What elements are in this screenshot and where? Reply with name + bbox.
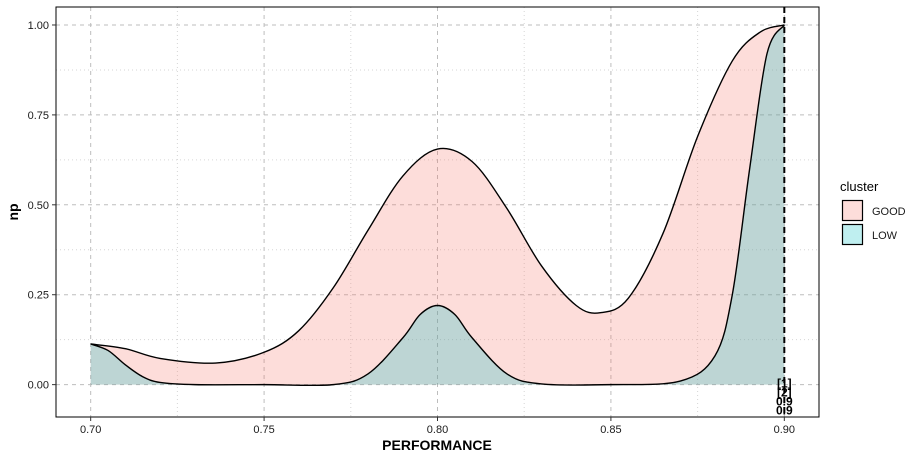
y-axis: 0.00 0.25 0.50 0.75 1.00 [28, 20, 56, 392]
legend-key-low [841, 223, 864, 246]
grid-layer [56, 7, 819, 417]
y-tick-label: 1.00 [28, 20, 49, 32]
threshold-label: 0.9 [776, 404, 793, 418]
x-tick-label: 0.80 [427, 424, 448, 436]
threshold-label: 0.9 [776, 395, 793, 409]
y-tick-label: 0.25 [28, 290, 49, 302]
y-axis-title: np [5, 203, 21, 220]
x-tick-label: 0.85 [600, 424, 621, 436]
density-line-good [90, 24, 785, 364]
y-tick-label: 0.00 [28, 380, 49, 392]
density-area-low [90, 24, 785, 386]
legend-label-low: LOW [872, 230, 898, 242]
legend-items: GOOD LOW [841, 199, 906, 246]
x-axis-title: PERFORMANCE [382, 437, 492, 453]
x-tick-label: 0.90 [774, 424, 795, 436]
y-tick-label: 0.50 [28, 200, 49, 212]
threshold-label: [2] [777, 386, 792, 400]
y-tick-label: 0.75 [28, 110, 49, 122]
x-axis: 0.70 0.75 0.80 0.85 0.90 [80, 417, 795, 436]
series-layer [90, 24, 785, 387]
vline-layer: [1][2]0.90.9 [776, 7, 793, 418]
density-line-low [90, 24, 785, 387]
threshold-label: [1] [777, 377, 792, 391]
x-tick-label: 0.75 [253, 424, 274, 436]
density-area-good [90, 24, 785, 385]
legend-key-good [841, 199, 864, 222]
x-tick-label: 0.70 [80, 424, 101, 436]
panel-background [56, 7, 819, 417]
legend-key-bg [842, 200, 863, 221]
legend-key-bg [842, 224, 863, 245]
legend-title: cluster [840, 179, 879, 194]
legend-label-good: GOOD [872, 206, 906, 218]
legend: cluster GOOD LOW [840, 179, 906, 246]
